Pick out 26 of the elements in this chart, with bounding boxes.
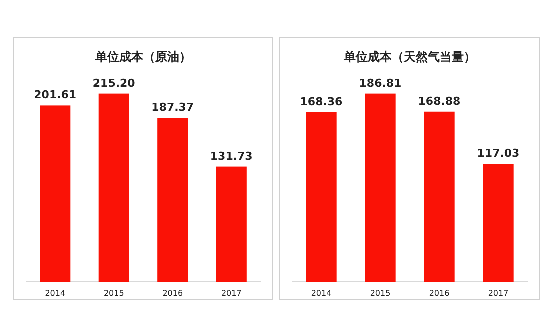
bar <box>365 94 396 282</box>
x-tick-label: 2014 <box>311 289 332 298</box>
bar <box>216 166 247 282</box>
chart-title: 单位成本（天然气当量） <box>343 50 476 64</box>
x-tick-label: 2014 <box>45 289 66 298</box>
x-tick-label: 2017 <box>221 289 242 298</box>
data-label: 168.88 <box>418 94 461 108</box>
data-label: 131.73 <box>210 150 253 163</box>
data-label: 215.20 <box>92 76 136 90</box>
x-tick-label: 2015 <box>370 289 391 298</box>
x-tick-label: 2015 <box>104 289 124 298</box>
data-label: 186.81 <box>359 76 402 90</box>
bar <box>424 112 455 282</box>
bar <box>40 106 71 282</box>
data-label: 168.36 <box>300 95 344 108</box>
bar <box>483 164 514 282</box>
bar <box>158 118 188 282</box>
data-label: 187.37 <box>152 101 194 114</box>
x-tick-label: 2017 <box>488 289 509 298</box>
x-tick-label: 2016 <box>429 289 450 298</box>
data-label: 117.03 <box>477 147 520 160</box>
chart-title: 单位成本（原油） <box>94 50 192 64</box>
data-label: 201.61 <box>34 88 77 102</box>
x-tick-label: 2016 <box>162 289 184 298</box>
bar <box>306 112 337 282</box>
bar <box>98 94 130 282</box>
